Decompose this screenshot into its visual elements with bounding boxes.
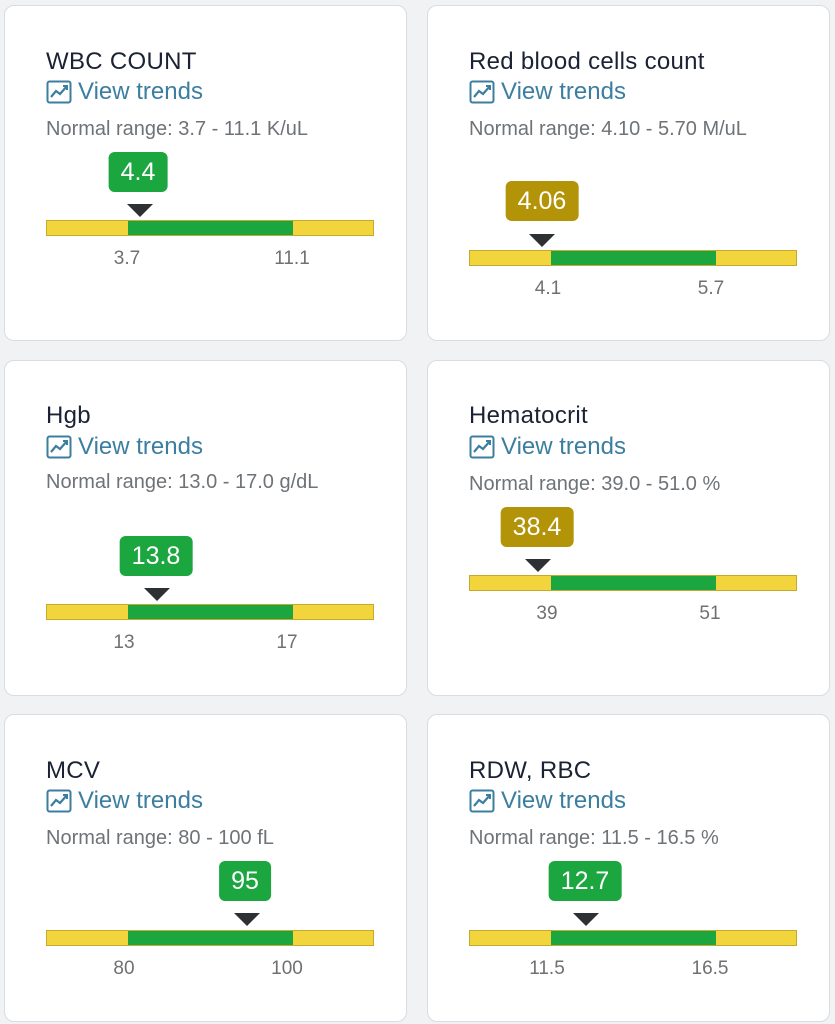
trend-chart-icon bbox=[469, 435, 495, 459]
view-trends-label: View trends bbox=[501, 787, 626, 814]
range-bar bbox=[469, 250, 797, 266]
normal-range-segment bbox=[128, 605, 293, 619]
trend-chart-icon bbox=[46, 435, 72, 459]
result-value-badge: 13.8 bbox=[119, 536, 193, 576]
range-bar bbox=[469, 575, 797, 591]
view-trends-label: View trends bbox=[78, 787, 203, 814]
view-trends-link[interactable]: View trends bbox=[469, 78, 626, 106]
view-trends-link[interactable]: View trends bbox=[46, 433, 203, 461]
view-trends-label: View trends bbox=[501, 78, 626, 105]
high-tick-label: 16.5 bbox=[691, 958, 729, 979]
view-trends-link[interactable]: View trends bbox=[46, 78, 203, 106]
range-bar bbox=[46, 220, 374, 236]
trend-chart-icon bbox=[469, 80, 495, 104]
card-title: Red blood cells count bbox=[469, 48, 705, 75]
result-value-badge: 95 bbox=[219, 861, 271, 901]
result-value-badge: 4.06 bbox=[505, 181, 579, 221]
result-card-rbc: Red blood cells count View trends Normal… bbox=[427, 5, 830, 341]
result-card-mcv: MCV View trends Normal range: 80 - 100 f… bbox=[4, 714, 407, 1022]
low-tick-label: 39 bbox=[536, 603, 558, 624]
view-trends-label: View trends bbox=[78, 433, 203, 460]
low-tick-label: 3.7 bbox=[113, 248, 141, 269]
normal-range-text: Normal range: 13.0 - 17.0 g/dL bbox=[46, 471, 319, 493]
high-tick-label: 17 bbox=[276, 632, 298, 653]
normal-range-text: Normal range: 11.5 - 16.5 % bbox=[469, 827, 719, 849]
trend-chart-icon bbox=[46, 789, 72, 813]
result-card-hgb: Hgb View trends Normal range: 13.0 - 17.… bbox=[4, 360, 407, 696]
card-title: RDW, RBC bbox=[469, 757, 592, 784]
high-tick-label: 51 bbox=[699, 603, 721, 624]
trend-chart-icon bbox=[46, 80, 72, 104]
value-marker-arrow bbox=[525, 559, 551, 572]
result-value-badge: 38.4 bbox=[500, 507, 574, 547]
result-card-wbc: WBC COUNT View trends Normal range: 3.7 … bbox=[4, 5, 407, 341]
view-trends-label: View trends bbox=[501, 433, 626, 460]
high-tick-label: 11.1 bbox=[274, 248, 310, 269]
normal-range-text: Normal range: 3.7 - 11.1 K/uL bbox=[46, 118, 308, 140]
normal-range-segment bbox=[128, 931, 293, 945]
view-trends-link[interactable]: View trends bbox=[469, 433, 626, 461]
result-value-badge: 4.4 bbox=[108, 152, 168, 192]
card-title: Hgb bbox=[46, 402, 91, 429]
value-marker-arrow bbox=[234, 913, 260, 926]
trend-chart-icon bbox=[469, 789, 495, 813]
value-marker-arrow bbox=[144, 588, 170, 601]
value-marker-arrow bbox=[573, 913, 599, 926]
low-tick-label: 80 bbox=[113, 958, 135, 979]
card-title: WBC COUNT bbox=[46, 48, 197, 75]
normal-range-text: Normal range: 39.0 - 51.0 % bbox=[469, 473, 721, 495]
result-value-badge: 12.7 bbox=[548, 861, 622, 901]
low-tick-label: 11.5 bbox=[529, 958, 565, 979]
card-title: Hematocrit bbox=[469, 402, 589, 429]
result-card-rdw: RDW, RBC View trends Normal range: 11.5 … bbox=[427, 714, 830, 1022]
high-tick-label: 100 bbox=[271, 958, 303, 979]
value-marker-arrow bbox=[529, 234, 555, 247]
normal-range-segment bbox=[551, 931, 716, 945]
view-trends-link[interactable]: View trends bbox=[469, 787, 626, 815]
value-marker-arrow bbox=[127, 204, 153, 217]
low-tick-label: 4.1 bbox=[534, 278, 562, 299]
normal-range-segment bbox=[551, 576, 716, 590]
high-tick-label: 5.7 bbox=[697, 278, 725, 299]
card-title: MCV bbox=[46, 757, 101, 784]
view-trends-link[interactable]: View trends bbox=[46, 787, 203, 815]
normal-range-segment bbox=[551, 251, 716, 265]
result-card-hematocrit: Hematocrit View trends Normal range: 39.… bbox=[427, 360, 830, 696]
normal-range-text: Normal range: 80 - 100 fL bbox=[46, 827, 274, 849]
range-bar bbox=[46, 604, 374, 620]
range-bar bbox=[46, 930, 374, 946]
normal-range-segment bbox=[128, 221, 293, 235]
low-tick-label: 13 bbox=[113, 632, 135, 653]
view-trends-label: View trends bbox=[78, 78, 203, 105]
range-bar bbox=[469, 930, 797, 946]
normal-range-text: Normal range: 4.10 - 5.70 M/uL bbox=[469, 118, 747, 140]
